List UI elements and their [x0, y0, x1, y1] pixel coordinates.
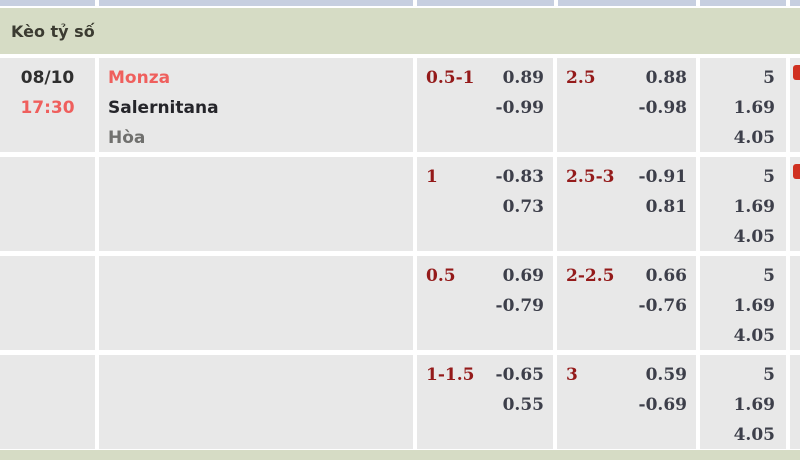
handicap-value: 1-1.5 [426, 365, 475, 385]
total-value: 2.5 [566, 68, 596, 88]
match-datetime [0, 355, 95, 449]
handicap-under-odd[interactable]: -0.99 [495, 98, 544, 118]
total-odds-cell[interactable]: 2.5-3 -0.91 0.81 [557, 157, 696, 251]
1x2-odds-cell[interactable]: 5 1.69 4.05 [700, 256, 786, 350]
total-odds-cell[interactable]: 2-2.5 0.66 -0.76 [557, 256, 696, 350]
total-odds-cell[interactable]: 3 0.59 -0.69 [557, 355, 696, 449]
match-datetime: 08/10 17:30 [0, 58, 95, 152]
match-datetime [0, 157, 95, 251]
match-datetime [0, 256, 95, 350]
handicap-value: 0.5 [426, 266, 456, 286]
1x2-odds-cell[interactable]: 5 1.69 4.05 [700, 157, 786, 251]
column-divider [95, 0, 99, 6]
handicap-under-odd[interactable]: 0.55 [502, 395, 544, 415]
draw-label: Hòa [108, 128, 146, 148]
handicap-under-odd[interactable]: 0.73 [502, 197, 544, 217]
total-over-odd[interactable]: -0.91 [638, 167, 687, 187]
total-value: 2.5-3 [566, 167, 615, 187]
next-section-header-edge [0, 450, 800, 460]
total-value: 2-2.5 [566, 266, 615, 286]
match-teams [99, 157, 413, 251]
win2-odd[interactable]: 4.05 [733, 425, 775, 445]
total-value: 3 [566, 365, 578, 385]
win1-odd[interactable]: 5 [763, 167, 775, 187]
column-divider [786, 0, 790, 6]
win1-odd[interactable]: 5 [763, 68, 775, 88]
total-over-odd[interactable]: 0.88 [645, 68, 687, 88]
home-team[interactable]: Monza [108, 68, 171, 88]
total-under-odd[interactable]: -0.76 [638, 296, 687, 316]
win2-odd[interactable]: 4.05 [733, 326, 775, 346]
total-under-odd[interactable]: -0.98 [638, 98, 687, 118]
match-date: 08/10 [20, 68, 75, 88]
column-divider [696, 0, 700, 6]
draw-odd[interactable]: 1.69 [733, 98, 775, 118]
handicap-value: 1 [426, 167, 438, 187]
handicap-odds-cell[interactable]: 1-1.5 -0.65 0.55 [417, 355, 553, 449]
win1-odd[interactable]: 5 [763, 266, 775, 286]
total-under-odd[interactable]: 0.81 [645, 197, 687, 217]
handicap-odds-cell[interactable]: 1 -0.83 0.73 [417, 157, 553, 251]
red-marker-icon[interactable] [793, 164, 800, 179]
clipped-column-cell [790, 355, 800, 449]
clipped-column-cell [790, 256, 800, 350]
previous-table-edge [0, 0, 800, 6]
handicap-over-odd[interactable]: -0.65 [495, 365, 544, 385]
handicap-over-odd[interactable]: 0.89 [502, 68, 544, 88]
handicap-under-odd[interactable]: -0.79 [495, 296, 544, 316]
win2-odd[interactable]: 4.05 [733, 128, 775, 148]
away-team[interactable]: Salernitana [108, 98, 219, 118]
handicap-over-odd[interactable]: -0.83 [495, 167, 544, 187]
1x2-odds-cell[interactable]: 5 1.69 4.05 [700, 58, 786, 152]
red-marker-icon[interactable] [793, 65, 800, 80]
win1-odd[interactable]: 5 [763, 365, 775, 385]
draw-odd[interactable]: 1.69 [733, 296, 775, 316]
handicap-odds-cell[interactable]: 0.5 0.69 -0.79 [417, 256, 553, 350]
total-over-odd[interactable]: 0.59 [645, 365, 687, 385]
draw-odd[interactable]: 1.69 [733, 197, 775, 217]
total-over-odd[interactable]: 0.66 [645, 266, 687, 286]
total-odds-cell[interactable]: 2.5 0.88 -0.98 [557, 58, 696, 152]
match-time: 17:30 [20, 98, 75, 118]
clipped-column-cell [790, 58, 800, 152]
win2-odd[interactable]: 4.05 [733, 227, 775, 247]
match-teams [99, 256, 413, 350]
odds-table: 08/10 17:30 Monza Salernitana Hòa 0.5-1 … [0, 58, 800, 449]
column-divider [554, 0, 558, 6]
handicap-over-odd[interactable]: 0.69 [502, 266, 544, 286]
clipped-column-cell [790, 157, 800, 251]
match-teams [99, 355, 413, 449]
handicap-value: 0.5-1 [426, 68, 475, 88]
column-divider [413, 0, 417, 6]
section-title: Kèo tỷ số [11, 21, 95, 41]
match-teams: Monza Salernitana Hòa [99, 58, 413, 152]
section-header: Kèo tỷ số [0, 8, 800, 54]
total-under-odd[interactable]: -0.69 [638, 395, 687, 415]
handicap-odds-cell[interactable]: 0.5-1 0.89 -0.99 [417, 58, 553, 152]
draw-odd[interactable]: 1.69 [733, 395, 775, 415]
1x2-odds-cell[interactable]: 5 1.69 4.05 [700, 355, 786, 449]
